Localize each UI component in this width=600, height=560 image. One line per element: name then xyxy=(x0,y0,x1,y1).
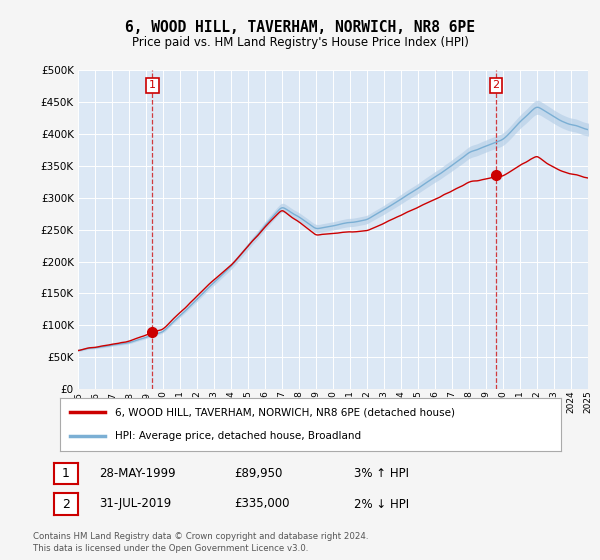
Text: 28-MAY-1999: 28-MAY-1999 xyxy=(99,466,176,480)
Text: £335,000: £335,000 xyxy=(234,497,290,511)
Text: 31-JUL-2019: 31-JUL-2019 xyxy=(99,497,171,511)
Text: 6, WOOD HILL, TAVERHAM, NORWICH, NR8 6PE (detached house): 6, WOOD HILL, TAVERHAM, NORWICH, NR8 6PE… xyxy=(115,408,455,418)
Text: Contains HM Land Registry data © Crown copyright and database right 2024.
This d: Contains HM Land Registry data © Crown c… xyxy=(33,532,368,553)
Text: 2: 2 xyxy=(492,80,499,90)
Text: 3% ↑ HPI: 3% ↑ HPI xyxy=(354,466,409,480)
Text: 1: 1 xyxy=(62,466,70,480)
Text: £89,950: £89,950 xyxy=(234,466,283,480)
Text: 6, WOOD HILL, TAVERHAM, NORWICH, NR8 6PE: 6, WOOD HILL, TAVERHAM, NORWICH, NR8 6PE xyxy=(125,20,475,35)
Text: 1: 1 xyxy=(149,80,156,90)
Text: HPI: Average price, detached house, Broadland: HPI: Average price, detached house, Broa… xyxy=(115,431,361,441)
Text: 2% ↓ HPI: 2% ↓ HPI xyxy=(354,497,409,511)
Text: Price paid vs. HM Land Registry's House Price Index (HPI): Price paid vs. HM Land Registry's House … xyxy=(131,36,469,49)
Text: 2: 2 xyxy=(62,497,70,511)
